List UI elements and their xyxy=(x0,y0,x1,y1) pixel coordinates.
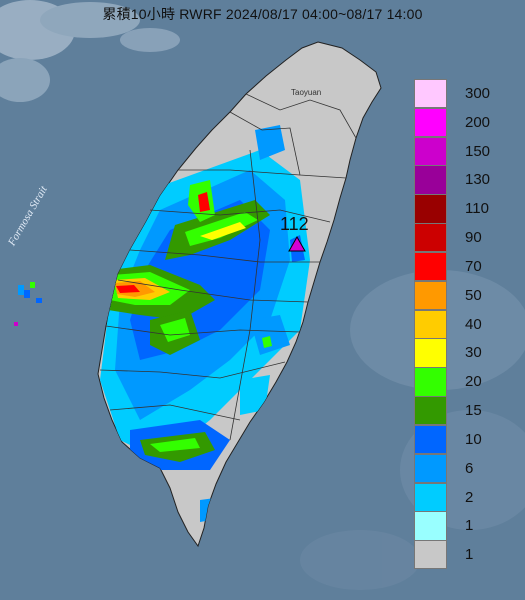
legend-label: 300 xyxy=(465,85,491,102)
county-boundaries xyxy=(99,93,357,441)
legend-label: 20 xyxy=(465,373,482,391)
legend-item: 150 xyxy=(413,136,498,166)
legend-swatch xyxy=(414,194,447,224)
legend-swatch xyxy=(414,511,447,541)
legend-label: 10 xyxy=(465,430,482,448)
legend-label: 6 xyxy=(465,459,474,477)
legend-label: 200 xyxy=(465,113,491,131)
legend-swatch xyxy=(414,338,447,368)
legend-swatch xyxy=(414,396,447,426)
legend-item: 200 xyxy=(413,107,498,138)
legend-swatch xyxy=(414,79,447,109)
legend-label: 150 xyxy=(465,142,491,160)
legend-item: 50 xyxy=(413,280,498,311)
legend-label: 40 xyxy=(465,315,482,333)
legend-swatch xyxy=(414,223,447,253)
legend-item: 70 xyxy=(413,251,498,282)
city-label: Taoyuan xyxy=(291,88,322,97)
legend-item: 300 xyxy=(413,79,498,109)
penghu-islands xyxy=(14,282,42,326)
legend-item: 10 xyxy=(413,424,498,455)
legend-label: 30 xyxy=(465,344,482,362)
legend-item: 110 xyxy=(413,194,498,224)
rainfall-shading xyxy=(100,125,310,522)
legend-item: 6 xyxy=(413,453,498,484)
legend-item: 20 xyxy=(413,367,498,397)
legend-item: 2 xyxy=(413,482,498,512)
station-value-label: 112 xyxy=(280,214,309,234)
legend-item: 40 xyxy=(413,309,498,339)
map-title: 累積10小時 RWRF 2024/08/17 04:00~08/17 14:00 xyxy=(102,6,423,22)
legend-label: 50 xyxy=(465,286,482,304)
legend-label: 15 xyxy=(465,402,482,420)
legend-label: 1 xyxy=(465,546,474,564)
legend-item: 130 xyxy=(413,165,498,195)
legend-item: 15 xyxy=(413,396,498,426)
legend-swatch xyxy=(414,136,447,166)
legend-item: 30 xyxy=(413,338,498,368)
legend-swatch xyxy=(414,251,447,282)
color-legend: 300 200 150 130 110 90 70 50 40 30 20 15 10 6 2 1 1 xyxy=(413,79,498,570)
legend-swatch xyxy=(414,540,447,570)
cloud-texture xyxy=(0,0,180,102)
legend-item: 1 xyxy=(413,540,498,570)
legend-swatch xyxy=(414,280,447,311)
station-marker-icon[interactable] xyxy=(288,235,306,252)
legend-swatch xyxy=(414,165,447,195)
legend-label: 70 xyxy=(465,257,482,275)
legend-label: 1 xyxy=(465,517,474,535)
legend-label: 110 xyxy=(465,200,489,218)
legend-swatch xyxy=(414,309,447,339)
legend-item: 1 xyxy=(413,511,498,541)
legend-item: 90 xyxy=(413,223,498,253)
legend-swatch xyxy=(414,453,447,484)
legend-swatch xyxy=(414,424,447,455)
legend-label: 90 xyxy=(465,229,482,247)
legend-label: 2 xyxy=(465,488,474,506)
legend-swatch xyxy=(414,367,447,397)
legend-label: 130 xyxy=(465,171,491,189)
legend-swatch xyxy=(414,107,447,138)
legend-swatch xyxy=(414,482,447,512)
